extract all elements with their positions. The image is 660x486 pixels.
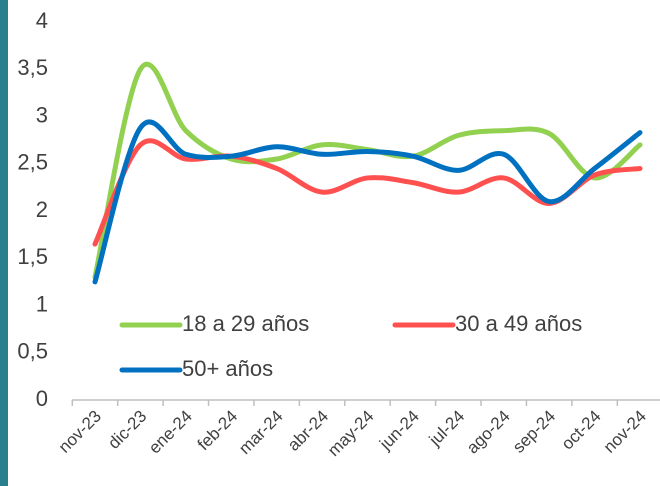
x-tick-label: ago-24	[463, 407, 514, 458]
series-line	[95, 141, 640, 244]
y-tick-label: 1,5	[17, 244, 48, 269]
y-tick-label: 4	[36, 8, 48, 33]
x-tick-label: sep-24	[509, 407, 559, 457]
y-tick-label: 3	[36, 102, 48, 127]
y-tick-label: 0	[36, 386, 48, 411]
series-line	[95, 64, 640, 277]
legend-label: 50+ años	[182, 356, 273, 381]
legend-label: 18 a 29 años	[182, 311, 309, 336]
y-tick-label: 2,5	[17, 150, 48, 175]
y-tick-label: 2	[36, 197, 48, 222]
series-line	[95, 122, 640, 282]
x-tick-label: feb-24	[194, 407, 242, 455]
chart: 0 0,5 1 1,5 2 2,5 3 3,5 4 nov-23dic-23ene-24feb-2…	[0, 0, 660, 486]
x-tick-label: jun-24	[375, 407, 423, 455]
legend-label: 30 a 49 años	[455, 311, 582, 336]
y-tick-label: 1	[36, 291, 48, 316]
x-tick-label: jul-24	[425, 407, 469, 451]
x-tick-label: mar-24	[235, 407, 287, 459]
x-tick-label: nov-24	[600, 407, 650, 457]
x-tick-label: oct-24	[558, 407, 605, 454]
side-strip	[0, 0, 8, 486]
y-tick-label: 3,5	[17, 55, 48, 80]
y-tick-label: 0,5	[17, 339, 48, 364]
x-tick-label: dic-23	[104, 407, 150, 453]
x-tick-label: nov-23	[55, 407, 105, 457]
x-tick-label: may-24	[324, 407, 378, 461]
x-tick-label: ene-24	[145, 407, 196, 458]
